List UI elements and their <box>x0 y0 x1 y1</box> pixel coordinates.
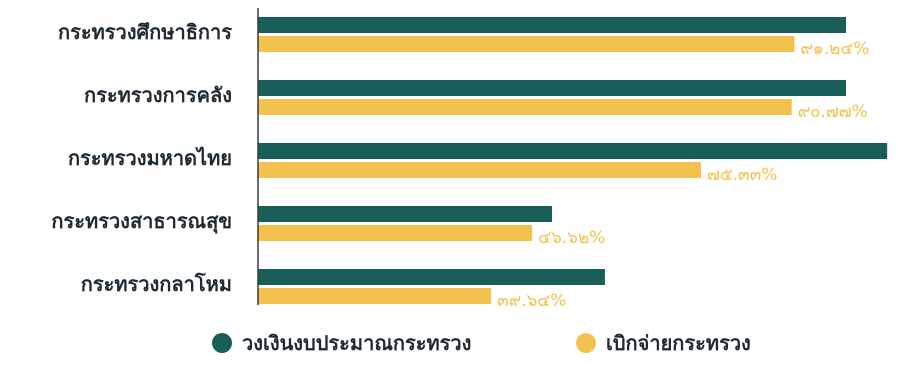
budget-bar <box>258 17 846 33</box>
disbursement-bar <box>258 162 701 178</box>
disbursement-bar <box>258 225 533 241</box>
legend-marker <box>576 333 596 353</box>
data-label: ๔๖.๖๒% <box>538 228 605 248</box>
category-label: กระทรวงการคลัง <box>84 83 232 107</box>
category-label: กระทรวงสาธารณสุข <box>51 209 232 234</box>
category-labels: กระทรวงศึกษาธิการกระทรวงการคลังกระทรวงมห… <box>51 20 232 296</box>
legend-label: วงเงินงบประมาณกระทรวง <box>242 331 471 355</box>
data-label: ๙๑.๒๔% <box>800 39 869 59</box>
data-label: ๙๐.๗๗% <box>798 102 868 122</box>
category-label: กระทรวงศึกษาธิการ <box>58 20 232 44</box>
budget-bar <box>258 206 552 222</box>
data-label: ๓๙.๖๔% <box>497 291 566 311</box>
disbursement-bar <box>258 36 795 52</box>
disbursement-bar <box>258 99 792 115</box>
disbursement-bar <box>258 288 492 304</box>
budget-bar <box>258 80 846 96</box>
data-label: ๗๕.๓๓% <box>707 165 777 185</box>
budget-bar <box>258 269 605 285</box>
legend: วงเงินงบประมาณกระทรวง เบิกจ่ายกระทรวง <box>212 331 751 355</box>
budget-bar <box>258 143 888 159</box>
bars-layer: ๙๑.๒๔% ๙๐.๗๗% ๗๕.๓๓% ๔๖.๖๒% ๓๙.๖๔% <box>258 17 888 311</box>
category-label: กระทรวงมหาดไทย <box>68 146 232 170</box>
category-label: กระทรวงกลาโหม <box>81 272 232 296</box>
legend-label: เบิกจ่ายกระทรวง <box>606 331 751 355</box>
legend-marker <box>212 333 232 353</box>
